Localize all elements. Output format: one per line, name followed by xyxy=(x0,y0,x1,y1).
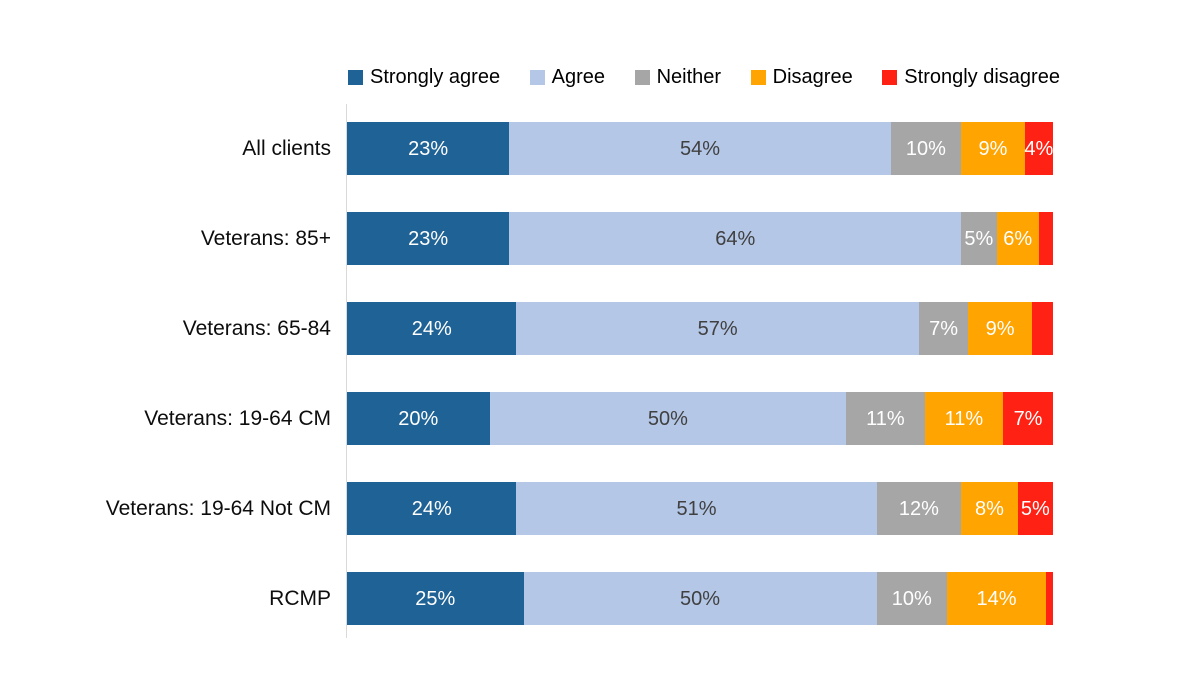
segment-label: 23% xyxy=(408,227,449,250)
bar-segment: 10% xyxy=(876,572,948,625)
bar-row: Veterans: 65-84 24% 57% 7% 9% xyxy=(0,302,1200,355)
bar-segment: 5% xyxy=(961,212,997,265)
segment-label: 11% xyxy=(944,407,984,430)
legend-label: Strongly agree xyxy=(370,65,501,88)
segment-label: 51% xyxy=(676,497,717,520)
legend-item: Neither xyxy=(634,65,722,89)
bar-segment xyxy=(1038,212,1053,265)
segment-label: 5% xyxy=(964,227,994,250)
category-label: Veterans: 19-64 CM xyxy=(144,406,331,430)
category-label: Veterans: 85+ xyxy=(200,226,331,250)
segment-label: 57% xyxy=(697,317,738,340)
bar-segment: 7% xyxy=(1003,392,1053,445)
segment-label: 9% xyxy=(978,137,1008,160)
segment-label: 4% xyxy=(1024,137,1054,160)
bar-segment: 6% xyxy=(996,212,1039,265)
bar-segment: 24% xyxy=(347,482,517,535)
legend-swatch xyxy=(348,69,363,85)
segment-label: 64% xyxy=(715,227,756,250)
segment-label: 24% xyxy=(411,497,452,520)
bar-segment: 25% xyxy=(347,572,524,625)
bar-segment: 57% xyxy=(516,302,919,355)
segment-label: 54% xyxy=(679,137,720,160)
stacked-bar: 20% 50% 11% 11% 7% xyxy=(347,392,1053,445)
chart-legend: Strongly agree Agree Neither Disagree Strong… xyxy=(348,63,1060,91)
bar-segment: 23% xyxy=(347,122,510,175)
bar-segment: 4% xyxy=(1024,122,1054,175)
legend-swatch xyxy=(882,69,898,85)
bar-segment: 14% xyxy=(947,572,1046,625)
segment-label: 14% xyxy=(976,587,1017,610)
bar-row: Veterans: 85+ 23% 64% 5% 6% xyxy=(0,212,1200,265)
segment-label: 11% xyxy=(866,407,905,430)
stacked-bar: 24% 57% 7% 9% xyxy=(347,302,1054,355)
bar-segment xyxy=(1031,302,1054,355)
y-axis-line xyxy=(346,104,347,638)
bar-segment: 10% xyxy=(890,122,962,175)
bar-row: All clients 23% 54% 10% 9% 4% xyxy=(0,122,1200,175)
legend-swatch xyxy=(750,69,766,85)
segment-label: 20% xyxy=(398,407,439,430)
category-label: All clients xyxy=(242,136,331,160)
bar-segment: 23% xyxy=(347,212,510,265)
legend-item: Disagree xyxy=(750,65,853,89)
legend-label: Neither xyxy=(656,65,722,88)
bar-segment: 5% xyxy=(1017,482,1053,535)
bar-segment: 12% xyxy=(876,482,962,535)
segment-label: 23% xyxy=(408,137,449,160)
bar-rows: All clients 23% 54% 10% 9% 4% Veterans: 85+ 23%… xyxy=(0,122,1200,662)
bar-row: Veterans: 19-64 CM 20% 50% 11% 11% 7% xyxy=(0,392,1200,445)
stacked-bar: 25% 50% 10% 14% xyxy=(347,572,1053,625)
bar-segment: 9% xyxy=(961,122,1025,175)
bar-segment xyxy=(1045,572,1053,625)
segment-label: 24% xyxy=(411,317,452,340)
category-label: Veterans: 19-64 Not CM xyxy=(105,496,331,520)
legend-item: Agree xyxy=(529,65,606,89)
bar-segment: 7% xyxy=(918,302,969,355)
segment-label: 8% xyxy=(975,497,1004,520)
bar-segment: 9% xyxy=(968,302,1032,355)
segment-label: 50% xyxy=(679,587,721,610)
segment-label: 25% xyxy=(415,587,456,610)
bar-segment: 20% xyxy=(347,392,490,445)
category-label: Veterans: 65-84 xyxy=(182,316,331,340)
segment-label: 10% xyxy=(905,137,946,160)
legend-item: Strongly agree xyxy=(348,66,500,89)
legend-swatch xyxy=(529,69,545,85)
bar-segment: 24% xyxy=(347,302,517,355)
legend-label: Strongly disagree xyxy=(904,65,1060,88)
legend-swatch xyxy=(634,69,650,85)
segment-label: 7% xyxy=(929,317,959,340)
bar-row: RCMP 25% 50% 10% 14% xyxy=(0,572,1200,625)
bar-segment: 8% xyxy=(961,482,1018,535)
bar-segment: 50% xyxy=(489,392,847,445)
bar-segment: 54% xyxy=(509,122,891,175)
segment-label: 50% xyxy=(647,407,688,430)
segment-label: 10% xyxy=(891,587,932,610)
stacked-bar: 24% 51% 12% 8% 5% xyxy=(347,482,1053,535)
legend-item: Strongly disagree xyxy=(882,66,1060,89)
segment-label: 5% xyxy=(1020,497,1050,520)
legend-label: Disagree xyxy=(772,65,853,88)
bar-segment: 51% xyxy=(516,482,877,535)
segment-label: 6% xyxy=(1003,227,1033,250)
bar-segment: 11% xyxy=(924,392,1004,445)
stacked-bar: 23% 64% 5% 6% xyxy=(347,212,1053,265)
segment-label: 12% xyxy=(898,497,939,520)
bar-segment: 11% xyxy=(846,392,925,445)
category-label: RCMP xyxy=(269,586,331,610)
segment-label: 7% xyxy=(1013,407,1043,430)
bar-segment: 64% xyxy=(509,212,962,265)
bar-segment: 50% xyxy=(523,572,877,625)
legend-label: Agree xyxy=(551,65,606,88)
stacked-bar: 23% 54% 10% 9% 4% xyxy=(347,122,1053,175)
bar-row: Veterans: 19-64 Not CM 24% 51% 12% 8% 5% xyxy=(0,482,1200,535)
segment-label: 9% xyxy=(985,317,1015,340)
